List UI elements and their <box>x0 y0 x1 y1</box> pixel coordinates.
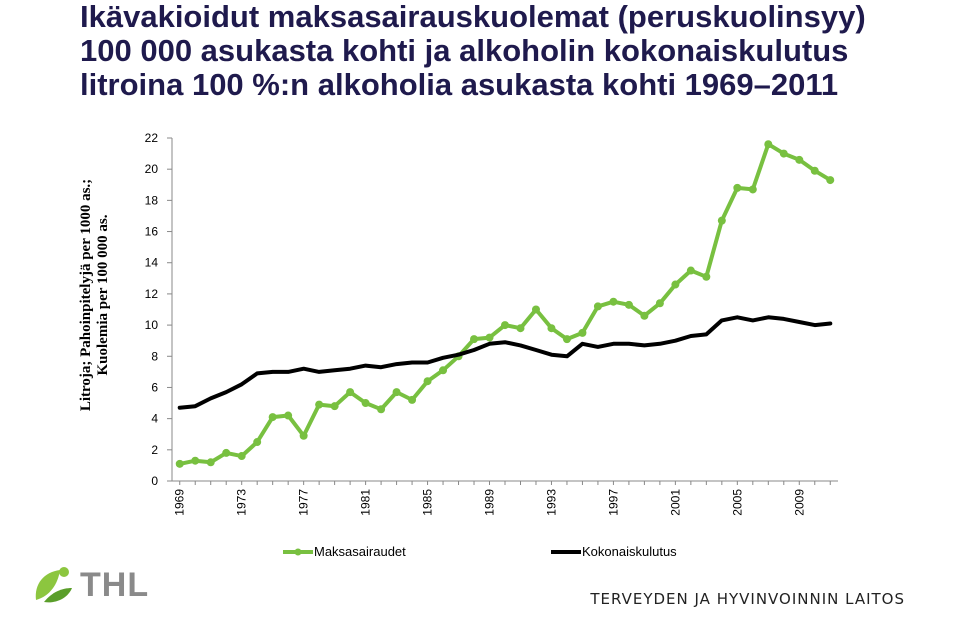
title-line-1: Ikävakioidut maksasairauskuolemat (perus… <box>80 0 866 34</box>
chart-title: Ikävakioidut maksasairauskuolemat (perus… <box>80 0 940 102</box>
data-point-maksasairaudet <box>624 300 633 309</box>
data-point-maksasairaudet <box>485 333 494 342</box>
logo-text: THL <box>80 566 150 604</box>
data-point-maksasairaudet <box>377 405 386 414</box>
x-tick-label: 1985 <box>421 489 435 516</box>
x-tick-label: 1993 <box>544 489 558 516</box>
data-point-maksasairaudet <box>547 324 556 333</box>
data-point-maksasairaudet <box>222 448 231 457</box>
data-point-maksasairaudet <box>206 458 215 467</box>
data-point-maksasairaudet <box>609 297 618 306</box>
legend-label-kokonaiskulutus: Kokonaiskulutus <box>582 544 677 559</box>
data-point-maksasairaudet <box>439 366 448 375</box>
data-point-maksasairaudet <box>268 413 277 422</box>
y-tick-label: 20 <box>145 162 159 176</box>
data-point-maksasairaudet <box>593 302 602 311</box>
x-tick-label: 2009 <box>792 489 806 516</box>
x-tick-label: 1989 <box>483 489 497 516</box>
data-point-maksasairaudet <box>330 402 339 411</box>
data-point-maksasairaudet <box>717 216 726 225</box>
data-point-maksasairaudet <box>702 272 711 281</box>
legend-item-maksasairaudet: Maksasairaudet <box>282 544 406 559</box>
data-point-maksasairaudet <box>578 328 587 337</box>
x-tick-label: 2001 <box>668 489 682 516</box>
data-point-maksasairaudet <box>779 149 788 158</box>
data-point-maksasairaudet <box>315 400 324 409</box>
title-line-2: 100 000 asukasta kohti ja alkoholin koko… <box>80 33 849 68</box>
legend-swatch-kokonaiskulutus <box>551 549 581 554</box>
y-tick-label: 6 <box>151 380 158 394</box>
y-tick-label: 4 <box>151 412 158 426</box>
data-point-maksasairaudet <box>733 183 742 192</box>
data-point-maksasairaudet <box>346 388 355 397</box>
x-tick-label: 1973 <box>235 489 249 516</box>
data-point-maksasairaudet <box>191 456 200 465</box>
data-point-maksasairaudet <box>423 377 432 386</box>
legend-item-kokonaiskulutus: Kokonaiskulutus <box>550 544 677 559</box>
data-point-maksasairaudet <box>361 399 370 408</box>
data-point-maksasairaudet <box>516 324 525 333</box>
x-tick-label: 1997 <box>606 489 620 516</box>
y-tick-label: 22 <box>145 131 159 145</box>
data-point-maksasairaudet <box>640 311 649 320</box>
organization-name: TERVEYDEN JA HYVINVOINNIN LAITOS <box>590 590 905 608</box>
data-point-maksasairaudet <box>299 431 308 440</box>
data-point-maksasairaudet <box>408 395 417 404</box>
data-point-maksasairaudet <box>284 411 293 420</box>
x-tick-label: 1969 <box>173 489 187 516</box>
thl-leaf-logo-icon <box>35 567 72 603</box>
y-tick-label: 18 <box>145 193 159 207</box>
data-point-maksasairaudet <box>392 388 401 397</box>
data-point-maksasairaudet <box>562 335 571 344</box>
data-point-maksasairaudet <box>686 266 695 275</box>
data-point-maksasairaudet <box>655 299 664 308</box>
data-point-maksasairaudet <box>501 321 509 330</box>
data-point-maksasairaudet <box>764 140 773 149</box>
data-point-maksasairaudet <box>253 438 262 447</box>
data-point-maksasairaudet <box>671 280 680 289</box>
data-point-maksasairaudet <box>810 166 819 175</box>
thl-logo: THL <box>30 562 170 610</box>
title-line-3: litroina 100 %:n alkoholia asukasta koht… <box>80 67 839 102</box>
y-tick-label: 16 <box>145 225 159 239</box>
legend-label-maksasairaudet: Maksasairaudet <box>314 544 406 559</box>
data-point-maksasairaudet <box>795 155 804 164</box>
data-point-maksasairaudet <box>826 176 835 185</box>
x-tick-label: 1981 <box>359 489 373 516</box>
y-tick-label: 0 <box>151 474 158 488</box>
series-line-maksasairaudet <box>177 142 833 466</box>
legend-swatch-maksasairaudet <box>283 548 313 555</box>
y-tick-label: 14 <box>145 256 159 270</box>
y-tick-label: 2 <box>151 443 158 457</box>
x-tick-label: 1977 <box>297 489 311 516</box>
y-tick-label: 12 <box>145 287 159 301</box>
data-point-maksasairaudet <box>470 335 479 344</box>
data-point-maksasairaudet <box>175 459 184 468</box>
series-line-kokonaiskulutus <box>177 315 833 410</box>
data-point-maksasairaudet <box>531 305 540 314</box>
data-point-maksasairaudet <box>748 185 757 194</box>
data-point-maksasairaudet <box>237 452 246 461</box>
x-tick-label: 2005 <box>730 489 744 516</box>
y-tick-label: 10 <box>145 318 159 332</box>
y-tick-label: 8 <box>151 349 158 363</box>
